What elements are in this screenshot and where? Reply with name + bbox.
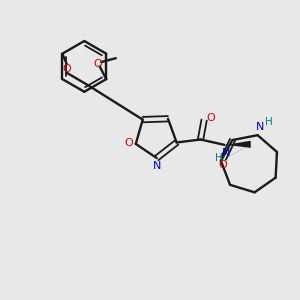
Text: O: O <box>124 138 133 148</box>
Text: O: O <box>62 64 71 74</box>
Text: N: N <box>153 160 161 170</box>
Text: O: O <box>206 113 215 123</box>
Text: N: N <box>222 148 230 158</box>
Text: N: N <box>256 122 264 132</box>
Text: O: O <box>218 160 227 170</box>
Text: H: H <box>214 153 222 163</box>
Text: O: O <box>93 58 102 69</box>
Polygon shape <box>226 141 251 148</box>
Text: H: H <box>265 117 273 127</box>
